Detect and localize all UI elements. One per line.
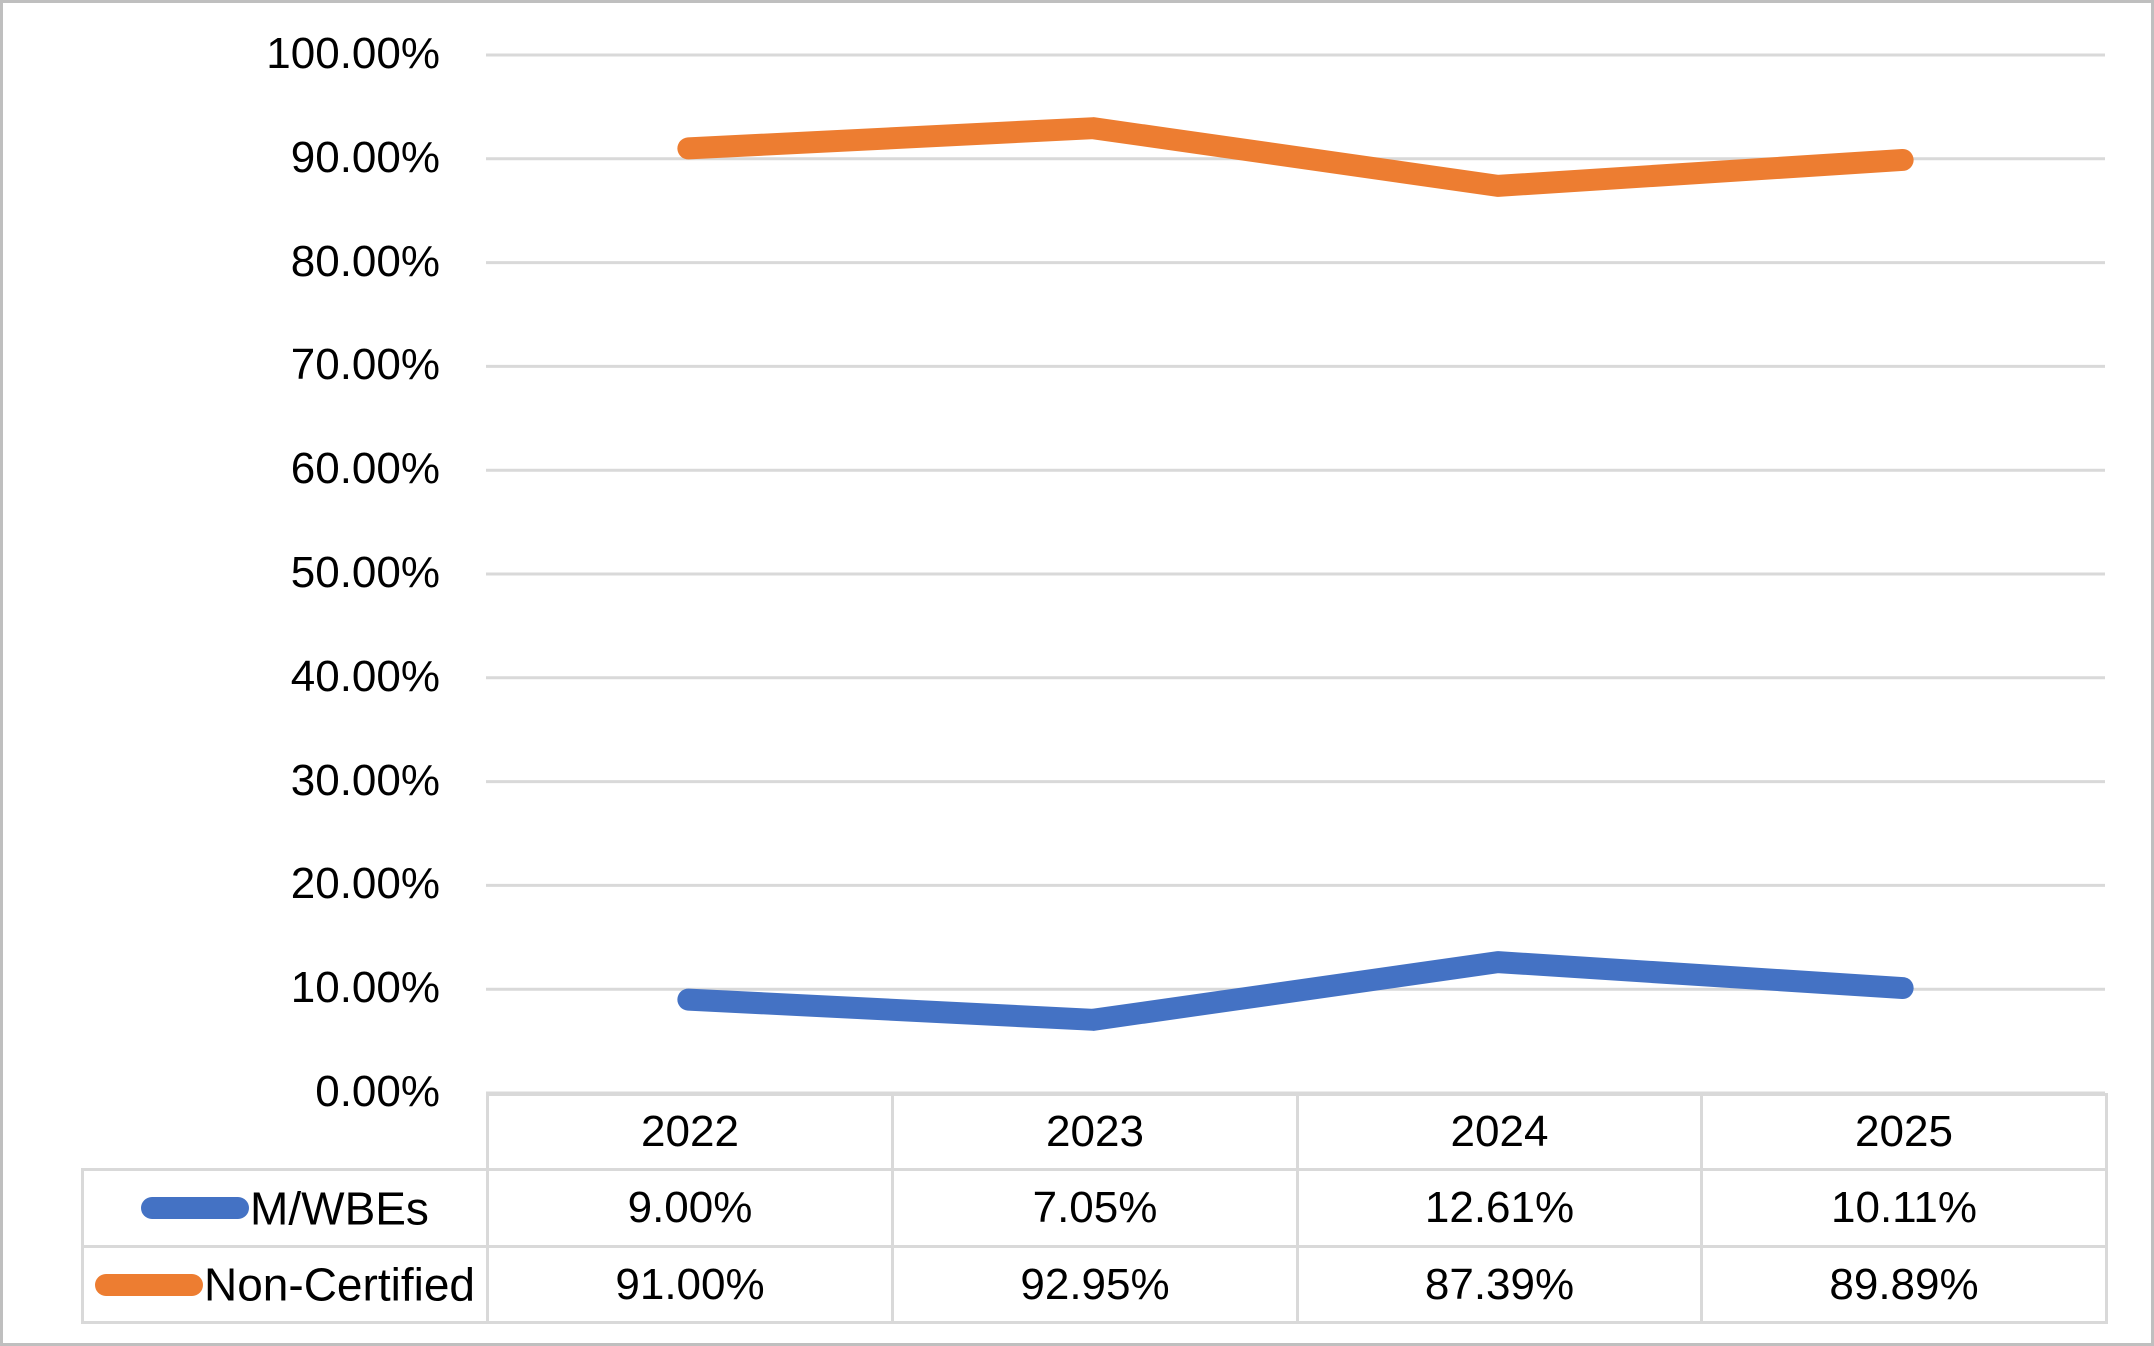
table-row-noncertified: Non-Certified 91.00% 92.95% 87.39% 89.89… xyxy=(81,1245,2108,1324)
value-noncertified-2022: 91.00% xyxy=(486,1245,894,1324)
series-line-m-wbes xyxy=(677,951,1914,1031)
year-header-2023: 2023 xyxy=(891,1093,1299,1171)
series-line-non-certified xyxy=(677,117,1914,197)
value-noncertified-2023: 92.95% xyxy=(891,1245,1299,1324)
data-table: 2022 2023 2024 2025 M/WBEs 9.00% 7.05% 1… xyxy=(81,1093,2108,1324)
legend-label-mwbes: M/WBEs xyxy=(250,1182,429,1235)
legend-marker-mwbes-icon xyxy=(141,1197,250,1220)
value-noncertified-2025: 89.89% xyxy=(1700,1245,2108,1324)
value-mwbes-2024: 12.61% xyxy=(1296,1168,1703,1248)
plot-area xyxy=(486,53,2105,1095)
table-row-mwbes: M/WBEs 9.00% 7.05% 12.61% 10.11% xyxy=(81,1168,2108,1248)
year-header-2022: 2022 xyxy=(486,1093,894,1171)
value-mwbes-2023: 7.05% xyxy=(891,1168,1299,1248)
value-mwbes-2022: 9.00% xyxy=(486,1168,894,1248)
table-header-row: 2022 2023 2024 2025 xyxy=(83,1093,2108,1171)
value-noncertified-2024: 87.39% xyxy=(1296,1245,1703,1324)
legend-cell-mwbes: M/WBEs xyxy=(81,1168,489,1248)
year-header-2025: 2025 xyxy=(1700,1093,2108,1171)
value-mwbes-2025: 10.11% xyxy=(1700,1168,2108,1248)
legend-label-noncertified: Non-Certified xyxy=(204,1258,475,1311)
table-corner-cell xyxy=(83,1095,488,1170)
legend-cell-noncertified: Non-Certified xyxy=(81,1245,489,1324)
legend-marker-noncertified-icon xyxy=(95,1273,203,1296)
year-header-2024: 2024 xyxy=(1296,1093,1703,1171)
